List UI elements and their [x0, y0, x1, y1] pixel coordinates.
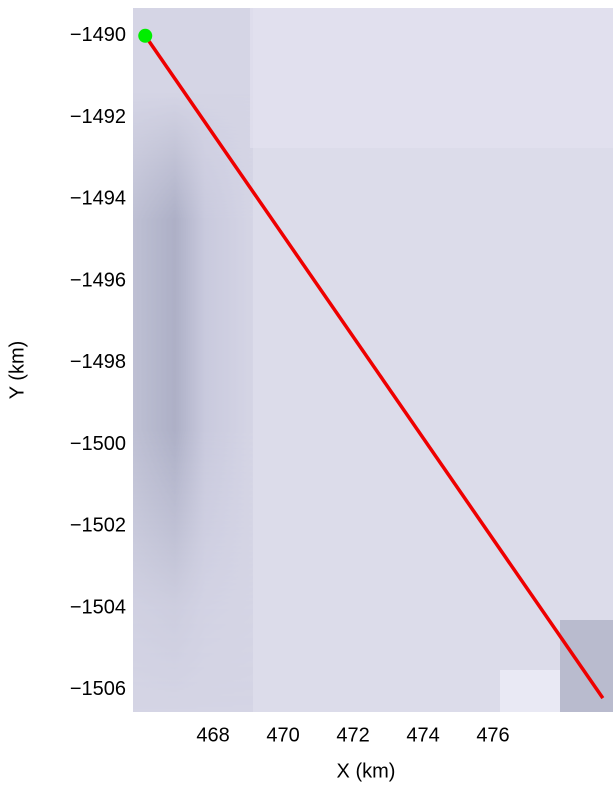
x-tick-label: 476 [476, 724, 509, 746]
y-tick-label: −1500 [70, 433, 126, 455]
x-axis-label: X (km) [337, 760, 396, 782]
plot-marks [138, 28, 605, 700]
background-image [133, 8, 613, 712]
x-tick-label: 472 [336, 724, 369, 746]
x-tick-label: 474 [406, 724, 439, 746]
y-tick-label: −1494 [70, 188, 126, 210]
x-tick-label: 470 [266, 724, 299, 746]
y-tick-label: −1492 [70, 106, 126, 128]
y-tick-label: −1496 [70, 269, 126, 291]
y-tick-label: −1498 [70, 351, 126, 373]
y-tick-label: −1504 [70, 596, 126, 618]
x-tick-label: 468 [196, 724, 229, 746]
track-line [143, 34, 605, 700]
y-tick-label: −1506 [70, 678, 126, 700]
point-marker [138, 28, 153, 43]
y-tick-label: −1490 [70, 24, 126, 46]
y-axis-label: Y (km) [6, 341, 28, 400]
y-tick-label: −1502 [70, 515, 126, 537]
